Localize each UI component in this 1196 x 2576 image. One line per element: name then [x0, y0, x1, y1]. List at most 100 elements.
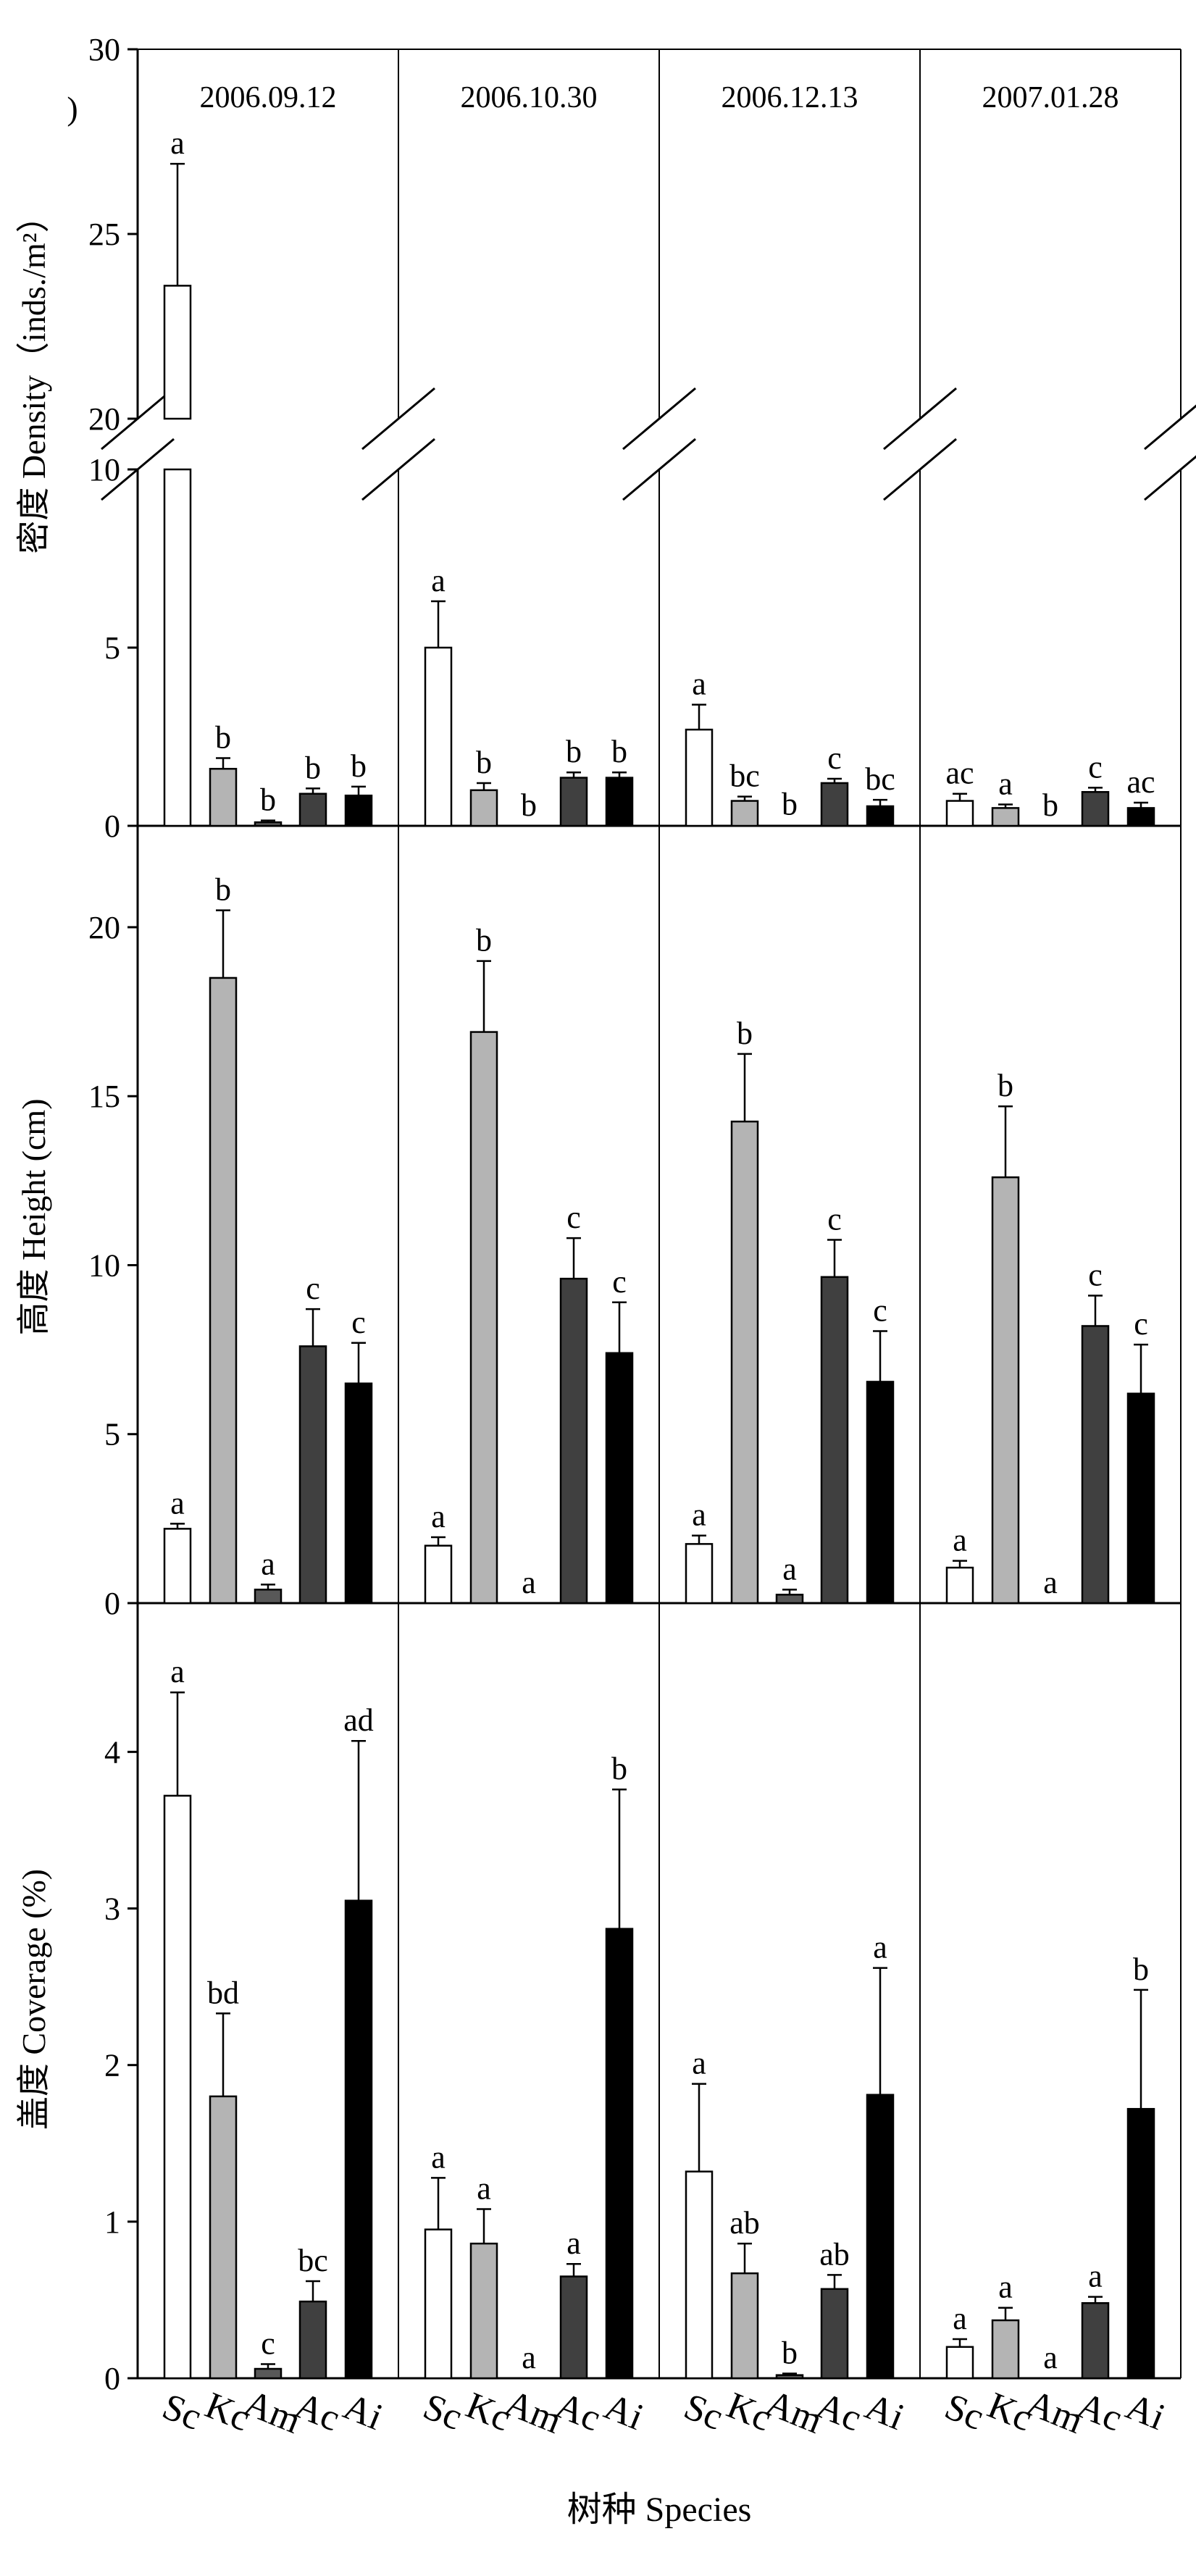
date-label: 2006.12.13 [722, 81, 858, 114]
bar-ac [1081, 1325, 1110, 1605]
y-tick-label: 20 [88, 910, 120, 945]
significance-letter: c [612, 1264, 627, 1300]
bar-kc [469, 2242, 498, 2380]
x-tick-label: Ai [859, 2386, 910, 2438]
bar-am [775, 1594, 804, 1605]
bar-sc [163, 285, 192, 420]
y-tick-label: 4 [104, 1734, 120, 1770]
x-tick-label: Ac [1071, 2385, 1128, 2440]
bar-ai [344, 794, 373, 827]
significance-letter: b [782, 2335, 798, 2371]
significance-letter: a [170, 125, 185, 161]
significance-letter: ac [945, 756, 974, 791]
bar-ac [559, 1277, 588, 1605]
date-label: 2006.10.30 [461, 81, 598, 114]
significance-letter: c [1088, 749, 1103, 785]
axis-break-mark [622, 387, 696, 451]
bar-ac [559, 2275, 588, 2380]
significance-letter: c [1134, 1306, 1148, 1342]
x-tick-label: Ai [1120, 2386, 1171, 2438]
bar-ai [866, 2094, 895, 2380]
chart-text: 20 25 30 0 5 10 5 10 15 20 0 1 2 3 4 0 密度 Density（inds./… [15, 32, 1171, 2529]
axis-break-gap [1176, 419, 1185, 469]
axis-break-mark [361, 438, 435, 501]
significance-letter: a [522, 2340, 536, 2375]
significance-letter: b [215, 720, 231, 756]
bar-ac [820, 2288, 849, 2380]
significance-letter: c [351, 1305, 366, 1340]
significance-letter: a [692, 666, 706, 702]
bar-ai [1126, 807, 1155, 827]
significance-letter: a [261, 1546, 275, 1581]
significance-letter: bc [865, 761, 895, 797]
significance-letter: a [782, 1551, 797, 1586]
date-label: 2006.09.12 [200, 81, 337, 114]
significance-letter: ab [819, 2236, 850, 2272]
significance-letter: ab [729, 2205, 760, 2241]
axis-break-mark [622, 438, 696, 501]
bar-ai [866, 805, 895, 827]
bar-sc [424, 2228, 453, 2380]
bar-ac [298, 1345, 327, 1605]
significance-letter: a [522, 1565, 536, 1600]
significance-letter: b [476, 923, 492, 958]
significance-letter: b [566, 734, 582, 769]
significance-letter: a [1088, 2259, 1103, 2294]
significance-letter: b [476, 745, 492, 780]
y-tick-label: 0 [104, 2361, 120, 2396]
significance-letter: a [998, 2270, 1013, 2305]
axis-break-mark [361, 387, 435, 451]
x-tick-label: Ai [338, 2386, 388, 2438]
significance-letter: a [170, 1485, 185, 1521]
significance-letter: c [261, 2326, 275, 2362]
y-axis-title-density-close: ) [67, 90, 78, 127]
y-tick-label: 5 [104, 1417, 120, 1452]
bar-ai [605, 1928, 634, 2380]
bar-ac [820, 782, 849, 827]
x-axis-title: 树种 Species [567, 2491, 752, 2529]
bar-kc [209, 2095, 238, 2380]
significance-letter: a [431, 1499, 446, 1534]
y-tick-label: 0 [104, 808, 120, 844]
significance-letter: a [431, 563, 446, 598]
bar-ac [559, 777, 588, 827]
significance-letter: a [1043, 2340, 1058, 2375]
axis-break-gap [916, 419, 924, 469]
significance-letter: a [431, 2139, 446, 2175]
x-tick-label: Sc [939, 2386, 990, 2438]
bar-sc [685, 728, 714, 827]
axis-break-gap [655, 419, 664, 469]
axis-break-mark [883, 438, 957, 501]
significance-letter: b [998, 1068, 1013, 1103]
significance-letter: a [998, 766, 1013, 801]
significance-letter: b [305, 750, 321, 785]
y-tick-label: 30 [88, 32, 120, 67]
bar-am [775, 2374, 804, 2380]
axis-break-mark [1144, 404, 1196, 451]
date-label: 2007.01.28 [982, 81, 1119, 114]
x-tick-label: Ac [289, 2385, 346, 2440]
bar-sc [424, 1544, 453, 1605]
bar-sc [945, 800, 974, 827]
axis-break-mark [883, 387, 957, 451]
x-tick-label: Ac [550, 2385, 606, 2440]
significance-letter: b [611, 734, 627, 769]
y-tick-label: 20 [88, 401, 120, 437]
bar-sc [945, 2346, 974, 2380]
significance-letter: b [1042, 787, 1058, 823]
x-tick-label: Sc [417, 2386, 468, 2438]
y-tick-label: 10 [88, 1247, 120, 1283]
bar-ai [866, 1381, 895, 1605]
y-tick-label: 3 [104, 1891, 120, 1927]
y-tick-label: 15 [88, 1079, 120, 1114]
axis-break-gap [133, 419, 142, 469]
bar-ai [1126, 2107, 1155, 2380]
bar-kc [469, 789, 498, 827]
significance-letter: b [611, 1751, 627, 1786]
bar-kc [991, 1176, 1020, 1605]
significance-letter: a [1043, 1565, 1058, 1600]
y-tick-label: 1 [104, 2204, 120, 2240]
bar-sc [685, 1543, 714, 1605]
bar-ac [1081, 2301, 1110, 2380]
significance-letter: b [521, 787, 537, 823]
